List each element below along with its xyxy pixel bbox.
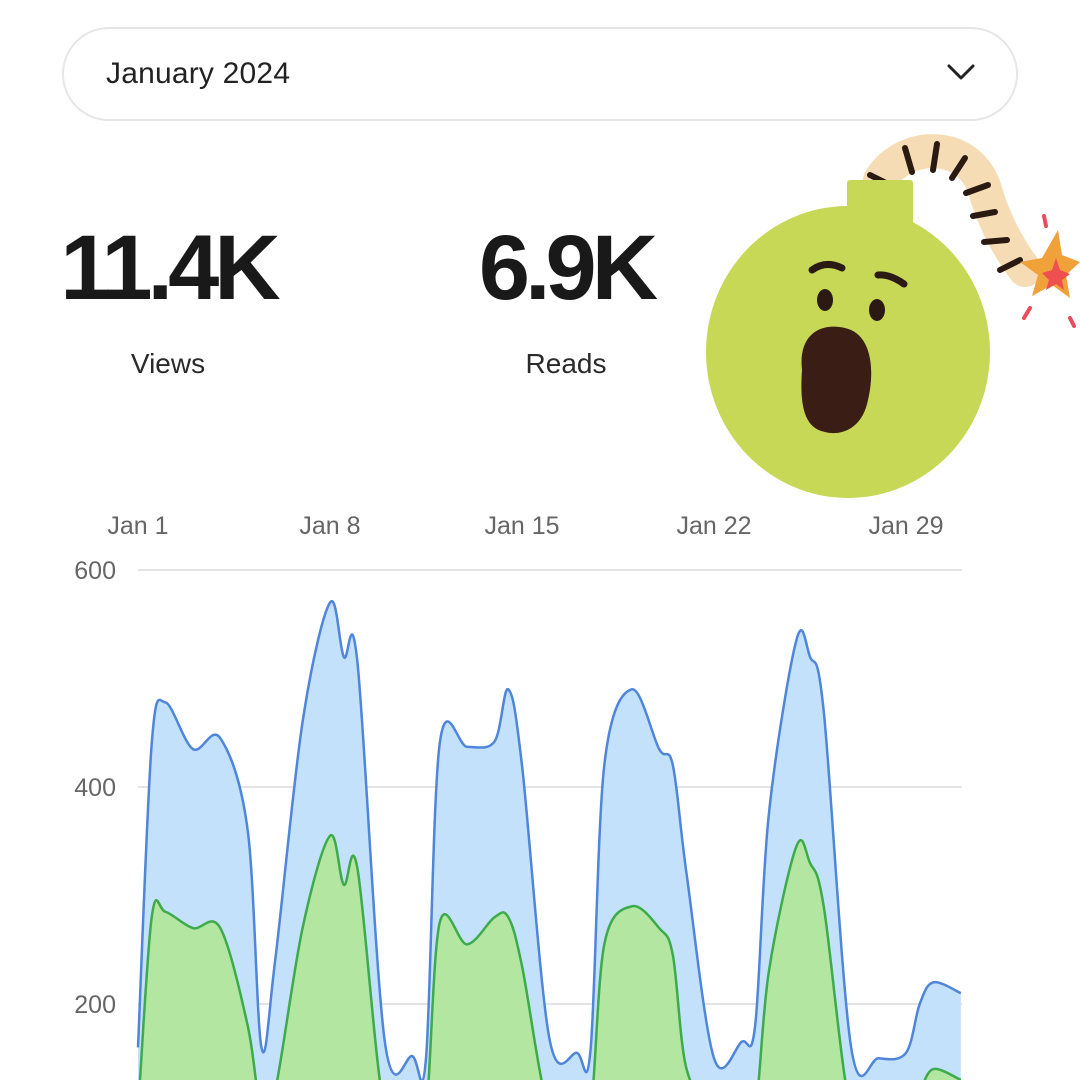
chart-labels: 200 400 600 Jan 1 Jan 8 Jan 15 Jan 22 Jan 29 xyxy=(74,512,943,1019)
shocked-bomb-icon xyxy=(706,134,1080,498)
month-select[interactable]: January 2024 xyxy=(62,27,1018,121)
x-tick-label: Jan 8 xyxy=(299,512,360,540)
x-tick-label: Jan 1 xyxy=(107,512,168,540)
views-stat: 11.4K Views xyxy=(58,217,280,380)
y-tick-label: 600 xyxy=(74,557,116,585)
reads-area xyxy=(140,835,961,1080)
views-area xyxy=(138,601,961,1080)
views-label: Views xyxy=(130,348,206,379)
x-tick-label: Jan 22 xyxy=(676,512,751,540)
reads-label: Reads xyxy=(525,348,607,379)
views-reads-chart: 200 400 600 Jan 1 Jan 8 Jan 15 Jan 22 Jan 29 xyxy=(74,512,962,1080)
views-line xyxy=(136,599,962,1080)
chevron-down-icon xyxy=(947,64,975,80)
reads-value: 6.9K xyxy=(478,217,658,319)
x-tick-label: Jan 29 xyxy=(868,512,943,540)
y-tick-label: 200 xyxy=(74,991,116,1019)
month-select-value: January 2024 xyxy=(106,57,291,90)
views-value: 11.4K xyxy=(60,217,280,319)
y-tick-label: 400 xyxy=(74,774,116,802)
reads-stat: 6.9K Reads xyxy=(466,222,666,380)
chart-series xyxy=(136,599,962,1080)
x-tick-label: Jan 15 xyxy=(484,512,559,540)
